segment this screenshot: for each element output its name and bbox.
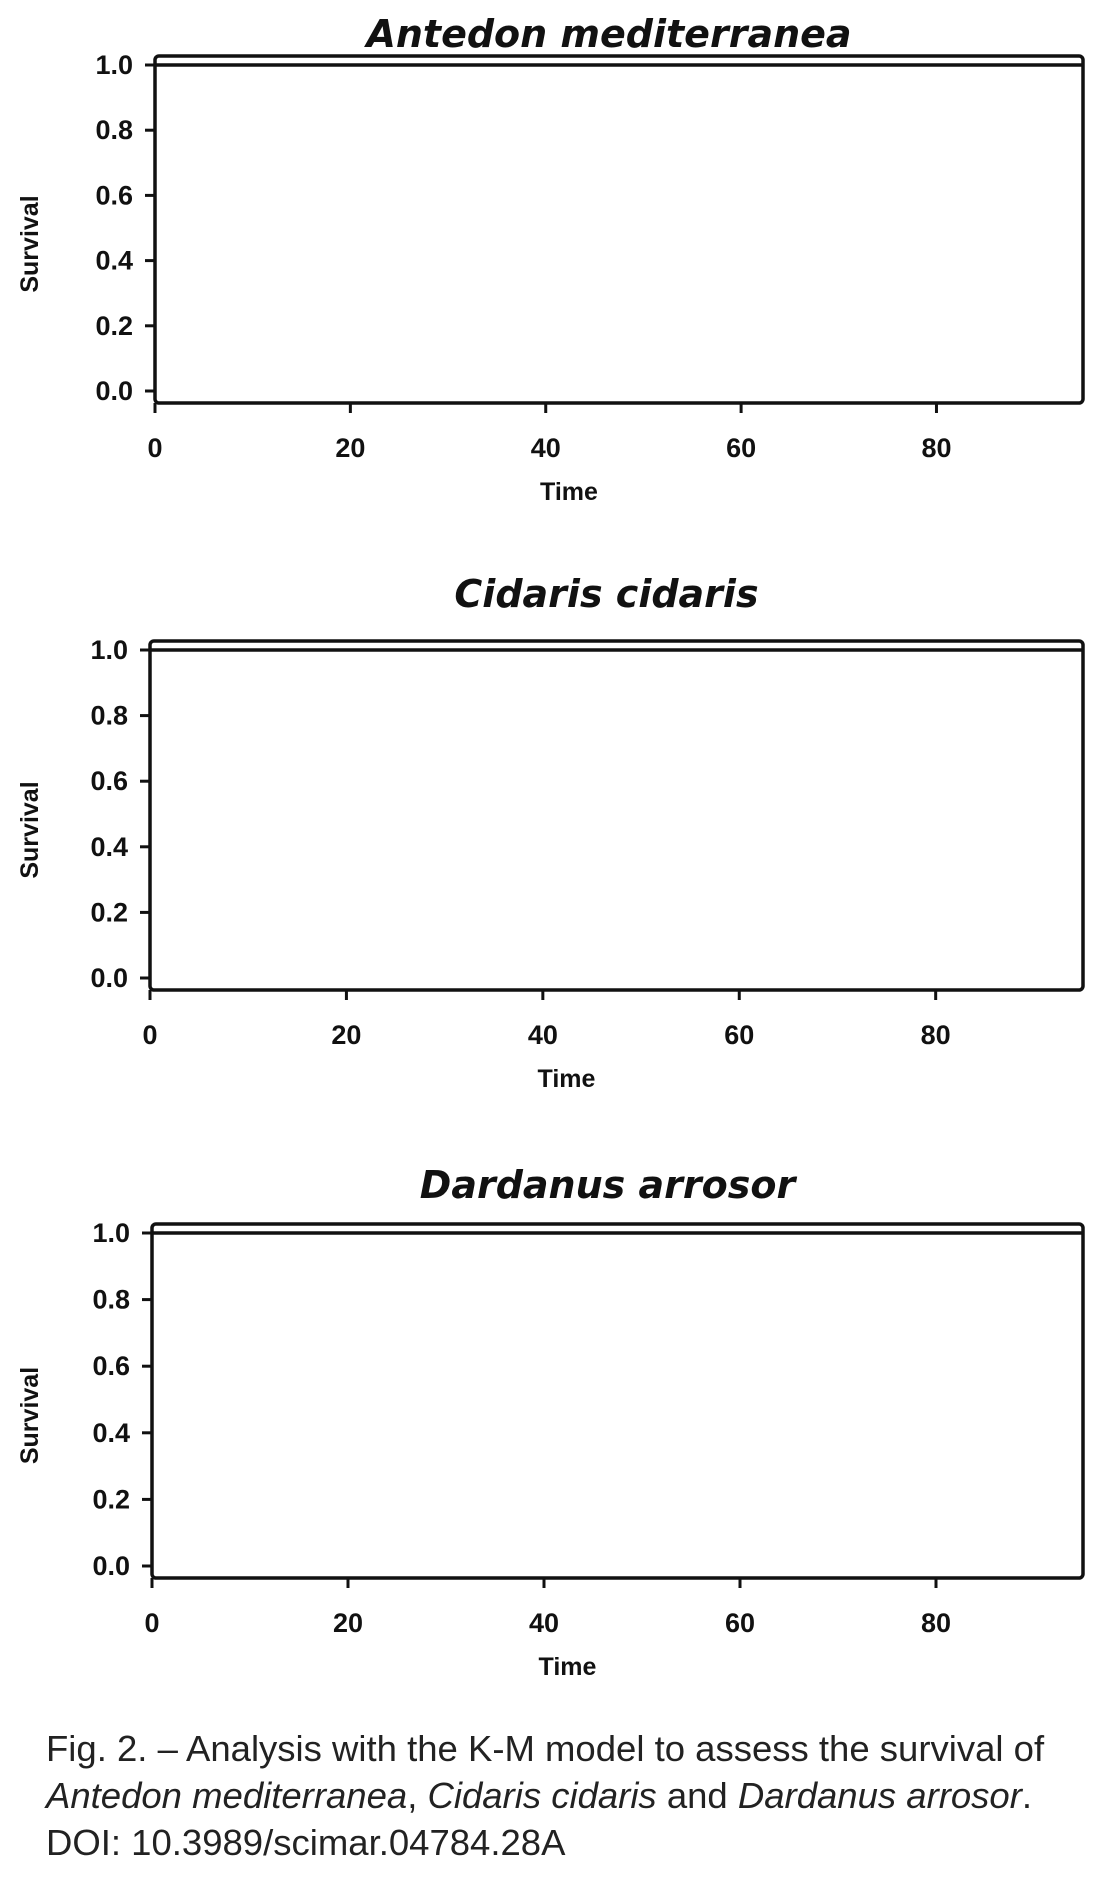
x-tick-label: 0 (144, 1608, 159, 1638)
y-tick-label: 0.4 (92, 1418, 130, 1448)
x-tick-label: 60 (725, 1608, 755, 1638)
x-tick-label: 60 (726, 433, 756, 463)
y-tick-label: 0.2 (92, 1484, 130, 1514)
chart-panel-3: Dardanus arrosor 0.0 0.2 0.4 0.6 0.8 1.0 0 20 40 6… (16, 1163, 1085, 1681)
y-tick-label: 0.6 (90, 766, 128, 796)
caption-species-2: Cidaris cidaris (427, 1775, 657, 1816)
y-tick-label: 0.8 (90, 701, 128, 731)
y-tick-label: 1.0 (90, 635, 128, 665)
x-tick-label: 0 (147, 433, 162, 463)
chart-title: Cidaris cidaris (454, 572, 758, 616)
chart-title: Dardanus arrosor (420, 1163, 798, 1207)
y-tick-label: 1.0 (95, 50, 133, 80)
caption-sep-1: , (407, 1775, 428, 1816)
x-tick-label: 40 (531, 433, 561, 463)
caption-prefix: Fig. 2. – Analysis with the K-M model to… (46, 1728, 1045, 1769)
y-tick-label: 0.6 (95, 180, 133, 210)
x-axis-label: Time (538, 1065, 596, 1093)
y-tick-label: 0.0 (95, 376, 133, 406)
y-tick-label: 0.8 (95, 115, 133, 145)
caption-species-3: Dardanus arrosor (737, 1775, 1022, 1816)
y-tick-label: 0.2 (95, 311, 133, 341)
caption-sep-2: and (656, 1775, 738, 1816)
y-axis-label: Survival (16, 1367, 44, 1464)
y-tick-label: 1.0 (92, 1218, 130, 1248)
plot-frame (148, 639, 1085, 992)
y-tick-label: 0.4 (90, 832, 128, 862)
x-tick-label: 0 (142, 1020, 157, 1050)
x-tick-label: 40 (528, 1020, 558, 1050)
x-axis-label: Time (540, 478, 598, 506)
chart-panel-1: Antedon mediterranea 0.0 0.2 0.4 0.6 0.8 1.0 0 2… (16, 12, 1085, 506)
y-tick-label: 0.0 (90, 963, 128, 993)
plot-frame (150, 1222, 1085, 1580)
chart-title: Antedon mediterranea (363, 12, 851, 56)
x-tick-label: 80 (921, 1608, 951, 1638)
y-tick-label: 0.4 (95, 246, 133, 276)
x-tick-label: 20 (333, 1608, 363, 1638)
y-tick-label: 0.6 (92, 1351, 130, 1381)
x-tick-label: 80 (921, 433, 951, 463)
x-axis-label: Time (539, 1653, 597, 1681)
x-tick-label: 40 (529, 1608, 559, 1638)
x-tick-label: 60 (724, 1020, 754, 1050)
y-tick-label: 0.2 (90, 897, 128, 927)
caption-suffix: . DOI: 10.3989/scimar.04784.28A (46, 1775, 1033, 1863)
y-axis-label: Survival (16, 781, 44, 878)
figure-caption: Fig. 2. – Analysis with the K-M model to… (46, 1725, 1076, 1866)
x-tick-label: 20 (331, 1020, 361, 1050)
caption-species-1: Antedon mediterranea (46, 1775, 408, 1816)
plot-frame (153, 54, 1085, 405)
x-tick-label: 80 (921, 1020, 951, 1050)
y-tick-label: 0.8 (92, 1285, 130, 1315)
y-tick-label: 0.0 (92, 1551, 130, 1581)
y-axis-label: Survival (16, 195, 44, 292)
x-tick-label: 20 (335, 433, 365, 463)
chart-panel-2: Cidaris cidaris 0.0 0.2 0.4 0.6 0.8 1.0 0 20 40 60… (16, 572, 1085, 1093)
